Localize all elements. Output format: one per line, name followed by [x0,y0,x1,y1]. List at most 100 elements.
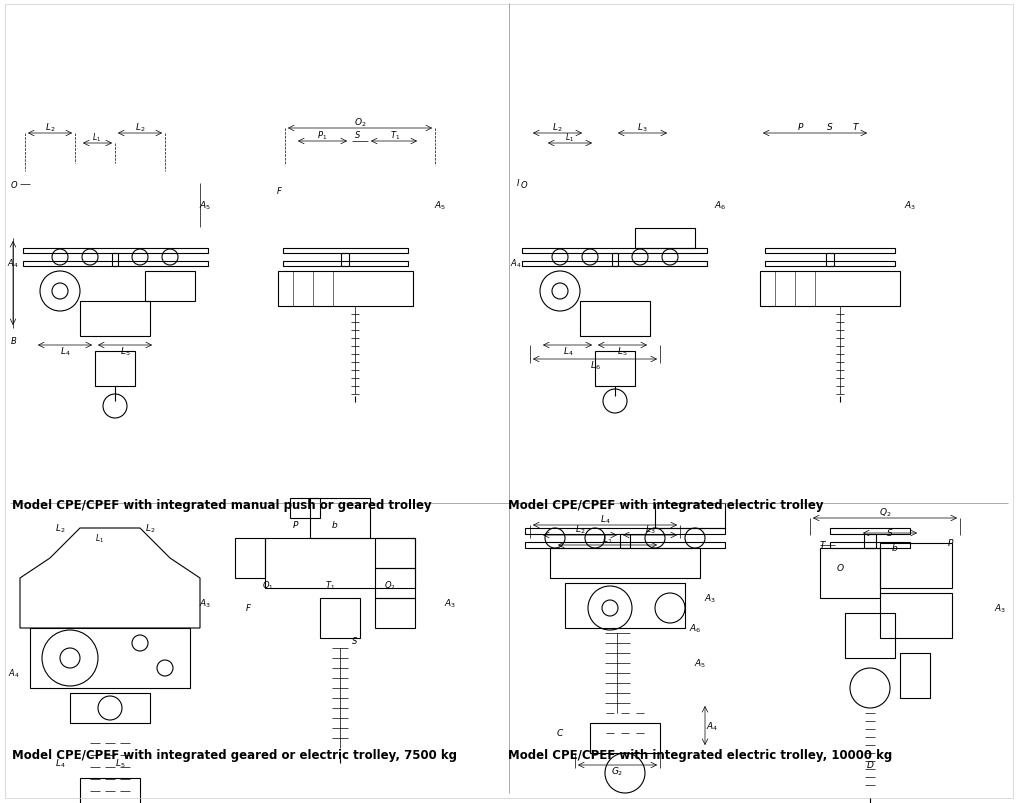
Text: P: P [948,539,953,548]
Text: P: P [797,124,802,132]
Text: $L_5$: $L_5$ [120,345,130,358]
Text: F: F [277,186,281,195]
Text: $G_2$: $G_2$ [611,764,623,777]
Text: $L_2$: $L_2$ [145,522,155,535]
Text: Model CPE/CPEF with integrated electric trolley, 10000 kg: Model CPE/CPEF with integrated electric … [508,748,892,761]
Text: Model CPE/CPEF with integrated electric trolley: Model CPE/CPEF with integrated electric … [508,499,824,512]
Text: $A_3$: $A_3$ [703,592,716,605]
Bar [95,352,135,386]
Bar [525,528,725,534]
Text: $A_6$: $A_6$ [689,622,701,634]
Text: S: S [887,529,893,538]
Bar [900,653,930,698]
Text: $L_1$: $L_1$ [602,533,612,545]
Bar [580,302,651,336]
Text: $L_4$: $L_4$ [600,513,611,526]
Text: $A_4$: $A_4$ [8,667,19,679]
Bar [880,593,952,638]
Bar [590,723,660,753]
Text: $L_3$: $L_3$ [644,523,656,536]
Bar [30,628,190,688]
Text: $Q_2$: $Q_2$ [879,506,891,519]
Bar [375,538,415,569]
Text: $L_4$: $L_4$ [55,756,65,769]
Bar [821,548,880,598]
Bar [283,249,407,254]
Text: P: P [292,521,297,530]
Bar [845,613,895,658]
Text: $A_4$: $A_4$ [510,258,521,270]
Text: $A_3$: $A_3$ [444,597,456,609]
Bar [320,598,360,638]
Text: F: F [245,604,250,613]
Bar [235,538,265,578]
Text: $T_1$: $T_1$ [325,579,335,592]
Text: $A_3$: $A_3$ [199,597,211,609]
Bar [635,229,695,249]
Text: $A_5$: $A_5$ [434,199,446,212]
Bar [310,499,370,538]
Text: b: b [892,544,898,552]
Bar [22,249,208,254]
Text: O: O [10,181,17,190]
Text: $Q_1$: $Q_1$ [263,579,274,592]
Text: B: B [11,337,17,346]
Text: $L_4$: $L_4$ [563,345,573,358]
Bar [112,254,118,267]
Bar [283,262,407,267]
Bar [80,778,140,803]
Text: $L_2$: $L_2$ [575,523,585,536]
Bar [375,569,415,598]
Bar [620,534,630,548]
Text: $A_3$: $A_3$ [994,602,1006,614]
Bar [290,499,320,519]
Bar [341,254,349,267]
Bar [265,538,415,589]
Text: $L_4$: $L_4$ [60,345,70,358]
Bar [22,262,208,267]
Bar [760,271,900,307]
Text: I: I [517,179,519,188]
Text: $A_4$: $A_4$ [7,258,18,270]
Text: $P_1$: $P_1$ [317,129,327,142]
Text: $L_5$: $L_5$ [115,756,125,769]
Bar [375,598,415,628]
Text: $L_2$: $L_2$ [552,121,562,134]
Text: $A_6$: $A_6$ [714,199,726,212]
Text: $L_1$: $L_1$ [93,132,102,144]
Text: O: O [520,181,527,190]
Bar [80,302,150,336]
Text: $L_2$: $L_2$ [55,522,65,535]
Bar [522,249,708,254]
Text: S: S [827,124,833,132]
Text: $A_5$: $A_5$ [694,657,706,670]
Bar [70,693,150,723]
Text: b: b [332,521,338,530]
Bar [550,548,700,578]
Bar [612,254,618,267]
Text: $L_1$: $L_1$ [96,532,105,544]
Bar [826,254,834,267]
Text: Model CPE/CPEF with integrated manual push or geared trolley: Model CPE/CPEF with integrated manual pu… [12,499,432,512]
Text: $Q_2$: $Q_2$ [384,579,396,592]
Bar [278,271,412,307]
Text: $A_4$: $A_4$ [705,719,718,732]
Bar [525,542,725,548]
Bar [522,262,708,267]
Text: $A_3$: $A_3$ [904,199,916,212]
Text: C: C [557,728,563,738]
Bar [864,534,876,548]
Text: $T_1$: $T_1$ [390,129,400,142]
Text: $A_5$: $A_5$ [199,199,211,212]
Text: $L_5$: $L_5$ [617,345,627,358]
Text: $O_2$: $O_2$ [353,116,366,129]
Text: D: D [866,760,873,769]
Bar [145,271,195,302]
Text: S: S [355,132,360,141]
Bar [880,544,952,589]
Text: Model CPE/CPEF with integrated geared or electric trolley, 7500 kg: Model CPE/CPEF with integrated geared or… [12,748,457,761]
Text: T: T [819,541,825,550]
Text: $L_2$: $L_2$ [134,121,146,134]
Text: $L_1$: $L_1$ [565,132,574,144]
Bar [595,352,635,386]
